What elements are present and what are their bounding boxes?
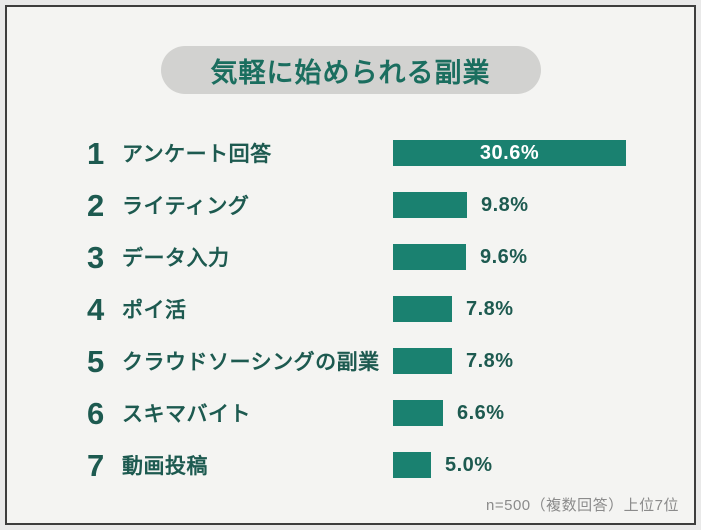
bar — [393, 400, 443, 426]
value-label-inside: 30.6% — [479, 141, 540, 164]
bar — [393, 244, 466, 270]
value-label-outside: 9.8% — [481, 193, 529, 216]
chart-title-pill: 気軽に始められる副業 — [160, 46, 541, 94]
rank-number: 6 — [87, 395, 105, 431]
table-row: 6 スキマバイト 6.6% — [87, 387, 694, 439]
category-label: アンケート回答 — [122, 143, 272, 166]
category-label: データ入力 — [122, 247, 230, 270]
table-row: 5 クラウドソーシングの副業 7.8% — [87, 335, 694, 387]
value-label-outside: 9.6% — [480, 245, 528, 268]
category-label: スキマバイト — [122, 403, 251, 426]
rank-number: 1 — [87, 135, 105, 171]
value-label-outside: 5.0% — [445, 453, 493, 476]
bar — [393, 452, 431, 478]
bar-track: 7.8% — [393, 296, 694, 322]
category-label: 動画投稿 — [122, 455, 208, 478]
value-label-outside: 7.8% — [466, 349, 514, 372]
bar-track: 6.6% — [393, 400, 694, 426]
rank-number: 2 — [87, 187, 105, 223]
table-row: 3 データ入力 9.6% — [87, 231, 694, 283]
bar-track: 7.8% — [393, 348, 694, 374]
value-label-outside: 6.6% — [457, 401, 505, 424]
category-label: ライティング — [122, 195, 250, 218]
table-row: 2 ライティング 9.8% — [87, 179, 694, 231]
ranking-list: 1 アンケート回答 30.6% 2 ライティング 9.8% 3 データ入力 9.… — [7, 127, 694, 491]
rank-number: 4 — [87, 291, 105, 327]
value-label-outside: 7.8% — [466, 297, 514, 320]
bar-track: 30.6% — [393, 140, 694, 166]
table-row: 7 動画投稿 5.0% — [87, 439, 694, 491]
bar: 30.6% — [393, 140, 626, 166]
rank-number: 3 — [87, 239, 105, 275]
chart-title: 気軽に始められる副業 — [210, 57, 491, 88]
bar — [393, 348, 452, 374]
bar — [393, 296, 452, 322]
sample-size-note: n=500（複数回答）上位7位 — [486, 497, 679, 514]
bar-track: 9.8% — [393, 192, 694, 218]
bar-track: 5.0% — [393, 452, 694, 478]
category-label: ポイ活 — [122, 299, 187, 322]
infographic-canvas: 気軽に始められる副業 1 アンケート回答 30.6% 2 ライティング 9.8%… — [5, 5, 696, 525]
rank-number: 7 — [87, 447, 105, 483]
table-row: 1 アンケート回答 30.6% — [87, 127, 694, 179]
table-row: 4 ポイ活 7.8% — [87, 283, 694, 335]
rank-number: 5 — [87, 343, 105, 379]
bar — [393, 192, 467, 218]
category-label: クラウドソーシングの副業 — [122, 351, 380, 374]
bar-track: 9.6% — [393, 244, 694, 270]
